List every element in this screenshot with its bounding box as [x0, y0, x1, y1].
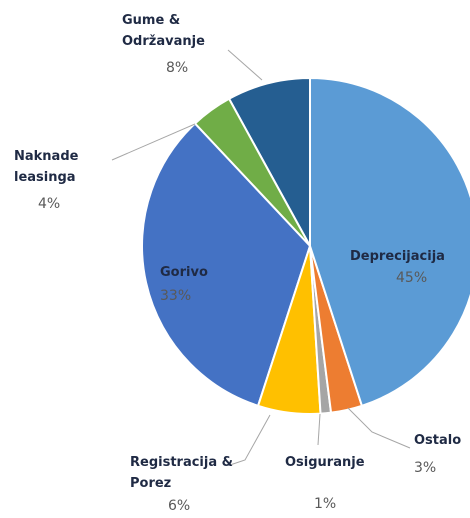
slice-value: 45% [396, 270, 428, 286]
leader-line [347, 407, 411, 449]
leader-line [227, 49, 263, 81]
slice-label: Gume & Održavanje [122, 13, 205, 49]
slice-value: 6% [168, 498, 191, 514]
slice-label: Naknade leasinga [14, 149, 79, 185]
slice-label: Osiguranje [285, 455, 365, 470]
slice-label: Registracija & Porez [130, 455, 233, 491]
slice-value: 33% [160, 288, 192, 304]
slice-value: 4% [38, 196, 61, 212]
slice-label: Ostalo [414, 433, 462, 448]
slice-value: 8% [166, 60, 189, 76]
pie-slice [141, 122, 312, 408]
slice-label: Gorivo [160, 265, 208, 280]
slice-value: 3% [414, 460, 437, 476]
pie-slice [309, 76, 470, 408]
slice-value: 1% [314, 496, 337, 512]
leader-line [111, 123, 196, 161]
leader-line [229, 414, 271, 466]
slice-label: Deprecijacija [350, 249, 445, 264]
leader-line [317, 413, 321, 446]
